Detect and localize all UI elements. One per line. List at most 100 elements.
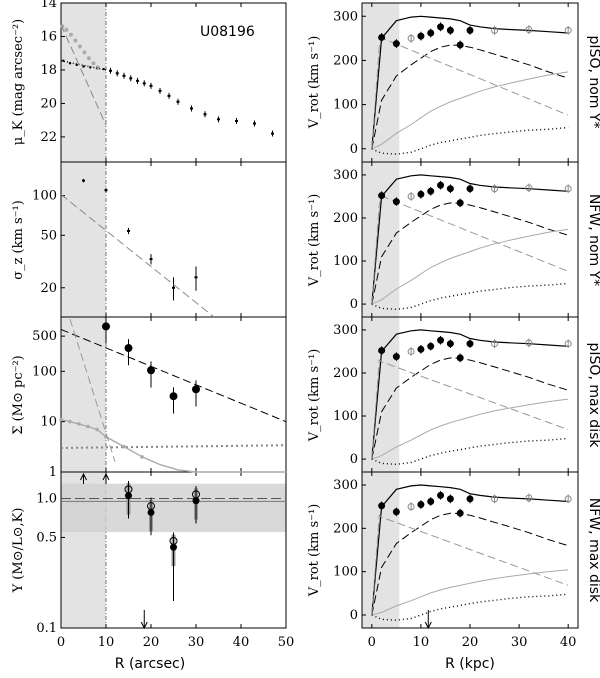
ylabel-vrot-1: V_rot (km s⁻¹) xyxy=(307,36,322,130)
vrot-point-2 xyxy=(525,339,533,347)
vrot-point-3 xyxy=(427,497,435,505)
ytick-label-mu: 20 xyxy=(40,96,57,111)
ytick-label-sigma: 50 xyxy=(40,228,57,243)
vrot-point-1 xyxy=(427,187,435,195)
mu-point xyxy=(190,107,193,110)
vrot-disk-0 xyxy=(371,44,569,149)
vrot-point-0 xyxy=(466,26,474,34)
ytick-label-vrot-0: 300 xyxy=(333,9,358,24)
vrot-disk-2 xyxy=(371,357,569,460)
vrot-stars-2 xyxy=(371,359,569,460)
ytick-label-vrot-3: 100 xyxy=(333,565,358,580)
ylabel-Sigma: Σ (M⊙ pc⁻²) xyxy=(11,355,26,434)
model-label-3: pISO, max disk xyxy=(586,343,600,449)
xtick-label-left: 0 xyxy=(57,635,65,650)
vrot-point-2 xyxy=(392,353,400,361)
mu-point xyxy=(271,132,274,135)
ytick-label-vrot-2: 200 xyxy=(333,366,358,381)
vrot-point-0 xyxy=(491,26,499,34)
vrot-gas-0 xyxy=(371,126,569,155)
mu-point xyxy=(203,113,207,116)
vrot-halo-0 xyxy=(371,71,569,150)
vrot-point-1 xyxy=(456,199,464,207)
mu-point xyxy=(136,79,139,82)
Sigma-disk-fit xyxy=(60,328,287,423)
mu-bulge-point xyxy=(68,32,73,37)
xtick-label-left: 40 xyxy=(233,635,250,650)
shaded-region-right-3 xyxy=(362,472,400,628)
vrot-point-2 xyxy=(427,342,435,350)
ylabel-vrot-2: V_rot (km s⁻¹) xyxy=(307,194,322,288)
sigma-fit xyxy=(60,194,215,318)
mu-bulge-point xyxy=(86,56,91,61)
ytick-label-Sigma: 100 xyxy=(32,364,57,379)
left-x-label: R (arcsec) xyxy=(115,656,185,672)
Upsilon-point-open xyxy=(124,485,133,494)
vrot-point-1 xyxy=(437,181,445,189)
mu-point xyxy=(217,118,220,121)
mu-point xyxy=(253,122,256,125)
vrot-point-0 xyxy=(446,26,454,34)
vrot-point-1 xyxy=(564,185,572,193)
mu-bulge-point xyxy=(64,27,69,32)
Sigma-point xyxy=(192,385,200,394)
mu-point xyxy=(149,84,153,87)
vrot-point-2 xyxy=(491,340,499,348)
chart-marks: 0 10 20 30 40 50 0 10 20 30 4014161820222050100110… xyxy=(32,0,576,650)
mu-point xyxy=(235,119,238,122)
Sigma-gas-point xyxy=(140,455,144,459)
xtick-label-right: 30 xyxy=(511,635,528,650)
ytick-label-vrot-1: 100 xyxy=(333,254,358,269)
vrot-gas-3 xyxy=(371,593,569,621)
ytick-label-mu: 16 xyxy=(40,29,57,44)
vrot-point-2 xyxy=(446,340,454,348)
sigma-point xyxy=(172,286,175,289)
sigma-point xyxy=(127,229,130,232)
ytick-label-vrot-2: 300 xyxy=(333,323,358,338)
ytick-label-Upsilon: 1.0 xyxy=(36,491,57,506)
ytick-label-vrot-0: 0 xyxy=(350,142,358,157)
sigma-point xyxy=(82,179,85,182)
ytick-label-mu: 22 xyxy=(40,130,57,145)
vrot-point-0 xyxy=(525,26,533,33)
mu-point xyxy=(109,69,112,72)
Sigma-gas-point xyxy=(59,417,63,422)
vrot-point-3 xyxy=(392,508,400,516)
vrot-stars-3 xyxy=(371,514,569,616)
vrot-point-1 xyxy=(525,184,533,192)
ytick-label-sigma: 100 xyxy=(32,189,57,204)
Upsilon-point xyxy=(147,508,155,516)
ytick-label-vrot-3: 0 xyxy=(350,608,358,623)
shaded-region-right-2 xyxy=(362,317,400,472)
shaded-region-right-0 xyxy=(362,3,400,162)
vrot-point-1 xyxy=(466,185,474,193)
vrot-point-0 xyxy=(392,40,400,48)
Sigma-point xyxy=(102,322,110,331)
shaded-region-left-0 xyxy=(61,3,106,162)
ytick-label-vrot-2: 100 xyxy=(333,409,358,424)
vrot-point-2 xyxy=(466,340,474,348)
vrot-point-2 xyxy=(564,340,572,348)
Sigma-gas-point xyxy=(68,419,72,424)
Upsilon-point-open xyxy=(147,502,155,511)
sigma-point xyxy=(149,258,153,261)
ytick-label-vrot-1: 200 xyxy=(333,211,358,226)
xtick-label-right: 10 xyxy=(413,635,430,650)
model-label-2: NFW, nom Υ* xyxy=(586,194,600,286)
vrot-point-2 xyxy=(417,345,425,353)
vrot-disk-3 xyxy=(371,512,569,616)
mu-point xyxy=(167,94,171,97)
vrot-point-1 xyxy=(491,185,499,193)
ylabel-sigma: σ_z (km s⁻¹) xyxy=(11,200,26,280)
vrot-point-2 xyxy=(407,347,415,355)
mu-bulge-point xyxy=(91,61,96,66)
Sigma-point xyxy=(124,344,133,353)
ylabel-Upsilon: Υ (M⊙/L⊙,K) xyxy=(11,508,26,594)
vrot-point-3 xyxy=(466,495,474,503)
mu-point xyxy=(115,72,119,75)
Sigma-gas-point xyxy=(122,444,126,449)
mu-bulge-point xyxy=(82,50,87,55)
ytick-label-Upsilon: 0.1 xyxy=(36,621,57,636)
vrot-halo-2 xyxy=(371,398,569,460)
vrot-point-3 xyxy=(446,495,454,503)
